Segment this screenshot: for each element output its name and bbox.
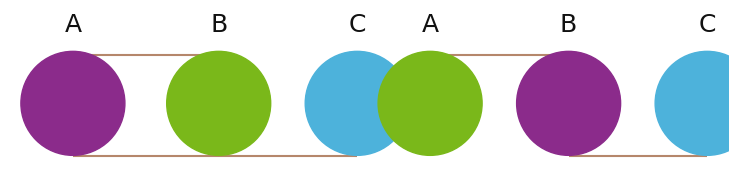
Text: A: A xyxy=(421,13,439,37)
Text: C: C xyxy=(348,13,366,37)
Ellipse shape xyxy=(655,51,729,155)
Text: B: B xyxy=(560,13,577,37)
Ellipse shape xyxy=(305,51,409,155)
Ellipse shape xyxy=(167,51,270,155)
Ellipse shape xyxy=(378,51,482,155)
Text: B: B xyxy=(210,13,227,37)
Text: A: A xyxy=(64,13,82,37)
Ellipse shape xyxy=(517,51,620,155)
Text: C: C xyxy=(698,13,716,37)
Ellipse shape xyxy=(21,51,125,155)
